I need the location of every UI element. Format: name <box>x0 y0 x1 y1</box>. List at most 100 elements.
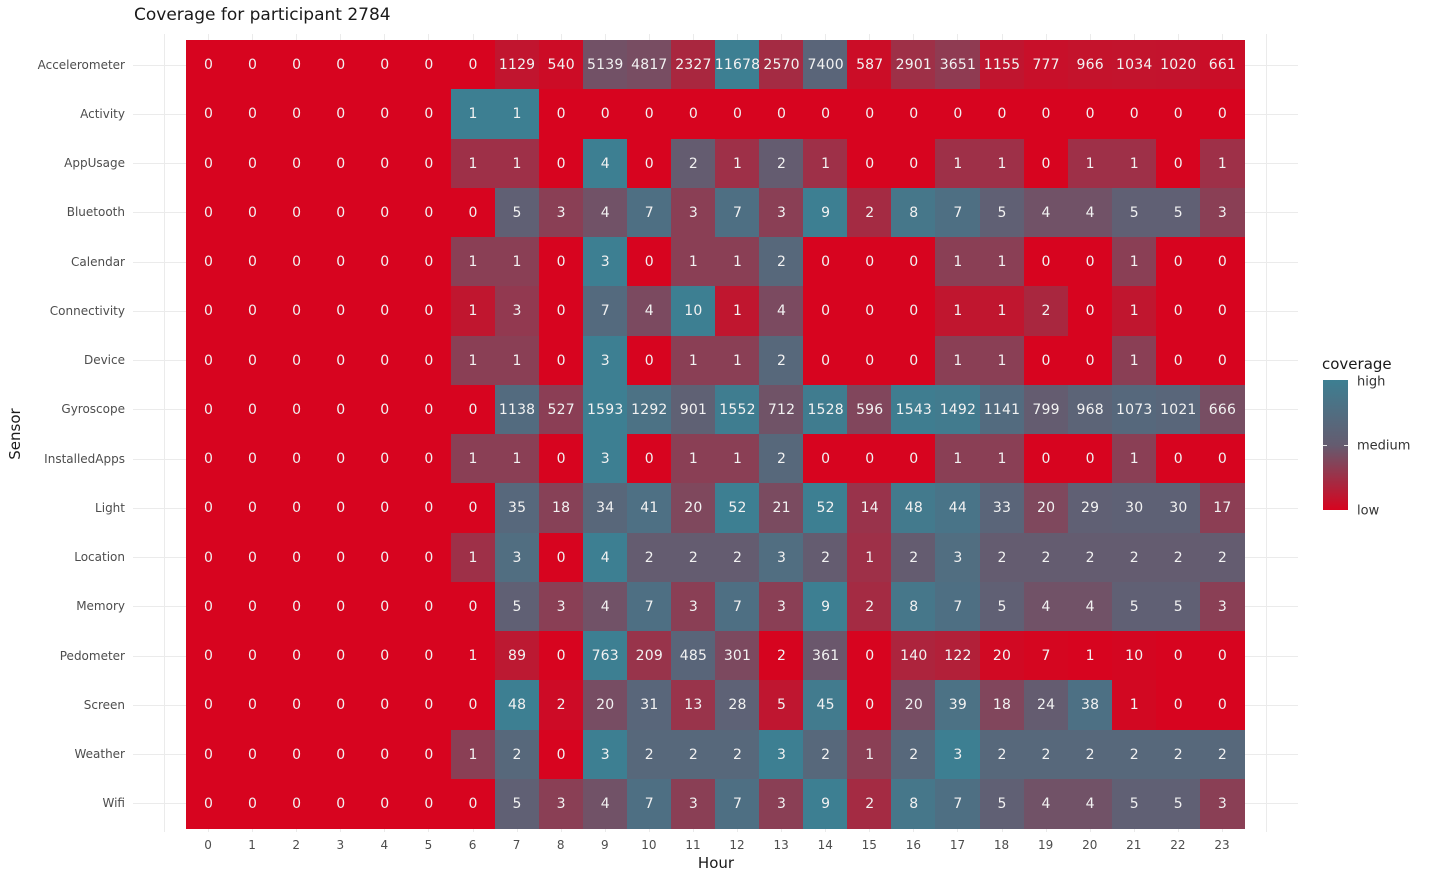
heatmap-cell: 2 <box>847 581 893 632</box>
x-axis-title: Hour <box>697 854 735 872</box>
heatmap-cell: 3 <box>670 581 716 632</box>
heatmap-cell: 52 <box>803 483 849 534</box>
heatmap-cell: 4 <box>1023 187 1069 238</box>
x-tick-label: 23 <box>1214 838 1230 852</box>
heatmap-cell: 2 <box>759 631 805 681</box>
heatmap-cell: 0 <box>362 680 408 731</box>
heatmap-cell: 0 <box>274 237 320 287</box>
heatmap-cell: 540 <box>538 40 584 90</box>
heatmap-cell: 0 <box>186 40 231 90</box>
heatmap-cell: 3 <box>582 335 628 386</box>
gridline-vertical <box>1266 34 1268 832</box>
heatmap-cell: 2 <box>979 532 1025 583</box>
heatmap-cell: 1 <box>450 237 496 287</box>
heatmap-cell: 0 <box>626 89 672 140</box>
heatmap-cell: 5 <box>1111 778 1157 829</box>
heatmap-cell: 0 <box>847 335 893 386</box>
heatmap-cell: 0 <box>318 729 364 780</box>
chart-title: Coverage for participant 2784 <box>134 5 391 25</box>
heatmap-cell: 0 <box>318 335 364 386</box>
y-tick-label: Memory <box>76 599 125 614</box>
heatmap-cell: 0 <box>274 335 320 386</box>
heatmap-cell: 1 <box>494 138 540 189</box>
heatmap-cell: 3 <box>935 729 981 780</box>
x-tick-label: 13 <box>773 838 789 852</box>
heatmap-cell: 0 <box>406 778 452 829</box>
heatmap-cell: 1 <box>450 138 496 189</box>
heatmap-cell: 1 <box>935 237 981 287</box>
heatmap-cell: 1129 <box>494 40 540 90</box>
heatmap-cell: 1 <box>670 434 716 484</box>
heatmap-cell: 0 <box>1155 286 1201 337</box>
heatmap-cell: 1 <box>1111 434 1157 484</box>
heatmap-cell: 0 <box>230 729 276 780</box>
heatmap-cell: 31 <box>626 680 672 731</box>
heatmap-cell: 0 <box>1023 89 1069 140</box>
heatmap-cell: 0 <box>230 138 276 189</box>
heatmap-cell: 0 <box>847 89 893 140</box>
x-tick-label: 9 <box>600 838 609 852</box>
heatmap-cell: 1 <box>1111 138 1157 189</box>
heatmap-cell: 14 <box>847 483 893 534</box>
heatmap-cell: 0 <box>318 286 364 337</box>
heatmap-cell: 7 <box>626 187 672 238</box>
heatmap-cell: 2 <box>670 532 716 583</box>
heatmap-cell: 2 <box>1111 532 1157 583</box>
heatmap-cell: 3 <box>670 187 716 238</box>
heatmap-cell: 0 <box>406 483 452 534</box>
heatmap-cell: 5 <box>979 581 1025 632</box>
heatmap-cell: 0 <box>406 237 452 287</box>
y-tick-label: Calendar <box>71 254 125 269</box>
heatmap-cell: 0 <box>406 187 452 238</box>
heatmap-cell: 1 <box>935 138 981 189</box>
heatmap-cell: 0 <box>274 89 320 140</box>
heatmap-cell: 0 <box>626 434 672 484</box>
heatmap-cell: 20 <box>979 631 1025 681</box>
heatmap-cell: 0 <box>318 138 364 189</box>
heatmap-cell: 0 <box>318 532 364 583</box>
heatmap-cell: 0 <box>538 434 584 484</box>
heatmap-cell: 0 <box>186 631 231 681</box>
heatmap-cell: 1034 <box>1111 40 1157 90</box>
heatmap-cell: 0 <box>230 680 276 731</box>
heatmap-cell: 0 <box>318 778 364 829</box>
heatmap-cell: 0 <box>230 631 276 681</box>
heatmap-cell: 0 <box>186 384 231 435</box>
heatmap-cell: 1 <box>847 532 893 583</box>
heatmap-cell: 0 <box>538 89 584 140</box>
heatmap-cell: 0 <box>626 138 672 189</box>
y-tick-label: Light <box>95 500 125 515</box>
heatmap-cell: 0 <box>318 237 364 287</box>
heatmap-cell: 0 <box>450 384 496 435</box>
heatmap-cell: 0 <box>362 483 408 534</box>
heatmap-cell: 2 <box>1023 729 1069 780</box>
heatmap-cell: 4 <box>582 581 628 632</box>
heatmap-cell: 0 <box>362 138 408 189</box>
heatmap-cell: 3 <box>670 778 716 829</box>
heatmap-cell: 0 <box>186 581 231 632</box>
heatmap-cell: 2901 <box>891 40 937 90</box>
heatmap-cell: 2 <box>626 532 672 583</box>
y-tick-label: Connectivity <box>49 303 125 318</box>
heatmap-cell: 3 <box>759 532 805 583</box>
heatmap-cell: 0 <box>274 778 320 829</box>
heatmap-cell: 799 <box>1023 384 1069 435</box>
heatmap-cell: 39 <box>935 680 981 731</box>
heatmap-cell: 2 <box>803 532 849 583</box>
y-tick-label: Activity <box>80 106 125 121</box>
heatmap-cell: 1 <box>450 89 496 140</box>
heatmap-cell: 0 <box>362 581 408 632</box>
heatmap-cell: 28 <box>715 680 760 731</box>
heatmap-cell: 0 <box>935 89 981 140</box>
heatmap-cell: 4 <box>626 286 672 337</box>
heatmap-cell: 666 <box>1199 384 1245 435</box>
heatmap-cell: 1 <box>450 532 496 583</box>
heatmap-cell: 5 <box>1155 187 1201 238</box>
heatmap-cell: 5 <box>494 187 540 238</box>
heatmap-cell: 0 <box>274 532 320 583</box>
heatmap-cell: 0 <box>362 729 408 780</box>
heatmap-cell: 0 <box>891 89 937 140</box>
heatmap-cell: 4 <box>582 138 628 189</box>
heatmap-cell: 1 <box>450 631 496 681</box>
heatmap-cell: 7 <box>935 187 981 238</box>
